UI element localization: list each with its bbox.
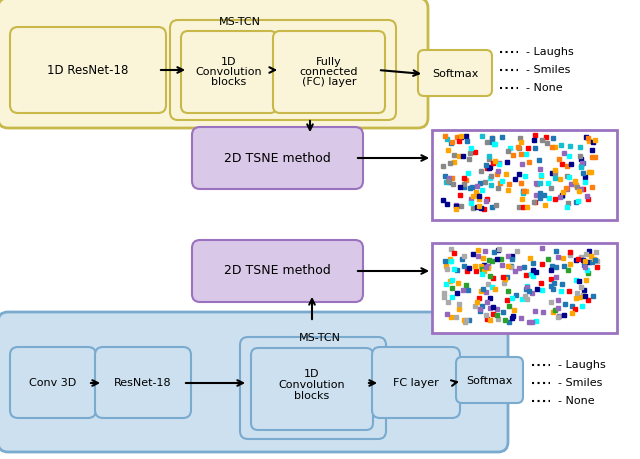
Text: 1D ResNet-18: 1D ResNet-18 [47,65,129,78]
Text: blocks: blocks [211,77,246,87]
FancyBboxPatch shape [240,337,386,439]
FancyBboxPatch shape [192,240,363,302]
Text: - Smiles: - Smiles [526,65,570,75]
FancyBboxPatch shape [181,31,277,113]
FancyBboxPatch shape [432,243,617,333]
Text: - None: - None [526,83,563,93]
FancyBboxPatch shape [192,127,363,189]
Text: Fully: Fully [316,57,342,67]
FancyBboxPatch shape [10,347,96,418]
Text: 2D TSNE method: 2D TSNE method [223,151,330,164]
Text: MS-TCN: MS-TCN [299,333,341,343]
FancyBboxPatch shape [372,347,460,418]
Text: 1D: 1D [221,57,237,67]
Text: 2D TSNE method: 2D TSNE method [223,264,330,278]
Text: - Laughs: - Laughs [558,360,605,370]
Text: - Laughs: - Laughs [526,47,573,57]
FancyBboxPatch shape [432,130,617,220]
Text: Convolution: Convolution [196,67,262,77]
FancyBboxPatch shape [0,0,428,128]
FancyBboxPatch shape [0,312,508,452]
Text: Convolution: Convolution [278,380,346,390]
Text: Conv 3D: Conv 3D [29,378,77,388]
FancyBboxPatch shape [273,31,385,113]
Text: Softmax: Softmax [466,376,512,386]
Text: ResNet-18: ResNet-18 [114,378,172,388]
Text: MS-TCN: MS-TCN [219,17,261,27]
Text: - None: - None [558,396,595,406]
Text: Softmax: Softmax [432,69,478,79]
FancyBboxPatch shape [456,357,523,403]
Text: connected: connected [300,67,358,77]
FancyBboxPatch shape [170,20,396,120]
Text: (FC) layer: (FC) layer [301,77,356,87]
Text: 1D: 1D [304,369,320,379]
Text: FC layer: FC layer [393,378,439,388]
FancyBboxPatch shape [10,27,166,113]
FancyBboxPatch shape [95,347,191,418]
FancyBboxPatch shape [418,50,492,96]
Text: blocks: blocks [294,391,330,401]
Text: - Smiles: - Smiles [558,378,602,388]
FancyBboxPatch shape [251,348,373,430]
